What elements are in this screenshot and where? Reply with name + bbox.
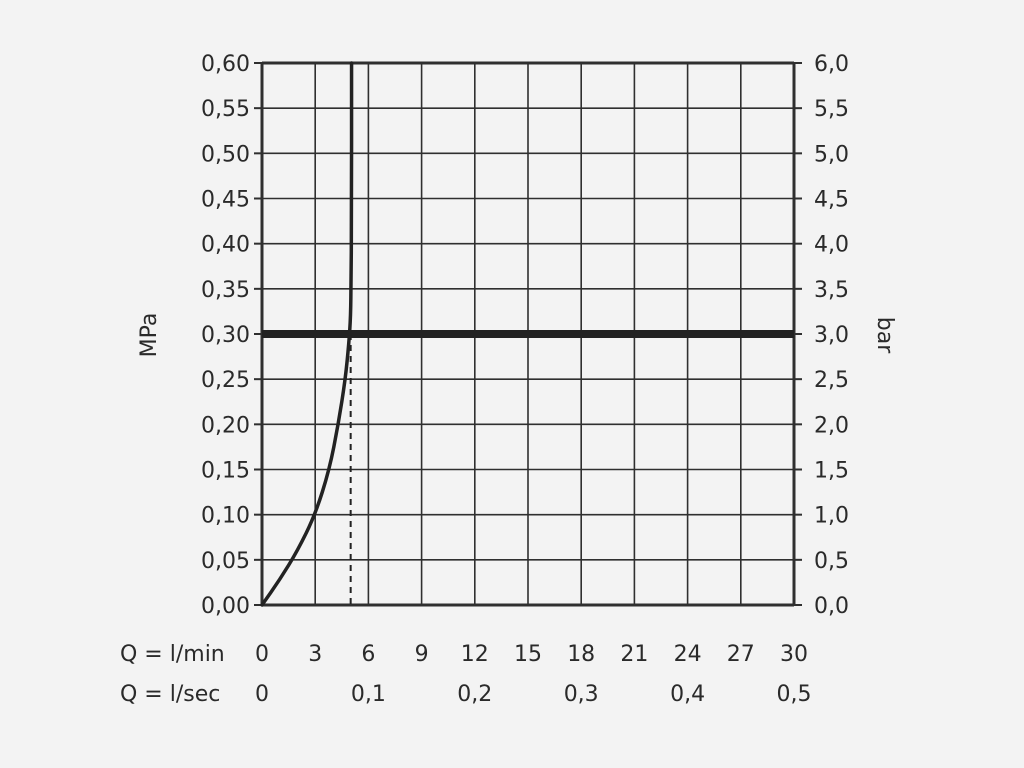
left-tick-label: 0,50 (201, 142, 250, 167)
left-tick-label: 0,15 (201, 459, 250, 484)
x-tick-label-lmin: 6 (361, 642, 375, 667)
x-tick-label-lmin: 9 (415, 642, 429, 667)
left-tick-label: 0,60 (201, 52, 250, 77)
x-tick-label-lsec: 0 (255, 682, 269, 707)
right-tick-label: 5,5 (814, 97, 849, 122)
chart-labels: MPa bar Q = l/min Q = l/sec 0,000,050,10… (120, 52, 897, 707)
chart-series (260, 61, 354, 607)
x-axis-lmin-title: Q = l/min (120, 642, 225, 667)
right-tick-label: 3,0 (814, 323, 849, 348)
left-tick-label: 0,40 (201, 233, 250, 258)
right-tick-label: 4,0 (814, 233, 849, 258)
right-tick-label: 2,5 (814, 368, 849, 393)
x-tick-label-lsec: 0,4 (670, 682, 705, 707)
x-tick-label-lsec: 0,1 (351, 682, 386, 707)
x-tick-label-lmin: 18 (567, 642, 595, 667)
left-tick-label: 0,35 (201, 278, 250, 303)
right-tick-label: 1,0 (814, 504, 849, 529)
left-tick-label: 0,45 (201, 188, 250, 213)
left-tick-label: 0,25 (201, 368, 250, 393)
x-tick-label-lmin: 21 (620, 642, 648, 667)
x-tick-label-lmin: 15 (514, 642, 542, 667)
x-tick-label-lmin: 3 (308, 642, 322, 667)
right-tick-label: 0,5 (814, 549, 849, 574)
right-tick-label: 0,0 (814, 594, 849, 619)
right-tick-label: 4,5 (814, 188, 849, 213)
right-axis-title: bar (872, 317, 897, 354)
x-tick-label-lsec: 0,3 (564, 682, 599, 707)
left-tick-label: 0,55 (201, 97, 250, 122)
x-tick-label-lmin: 12 (461, 642, 489, 667)
left-tick-label: 0,10 (201, 504, 250, 529)
left-tick-label: 0,20 (201, 413, 250, 438)
right-tick-label: 2,0 (814, 413, 849, 438)
x-axis-lsec-title: Q = l/sec (120, 682, 220, 707)
left-tick-label: 0,05 (201, 549, 250, 574)
x-tick-label-lmin: 30 (780, 642, 808, 667)
right-tick-label: 1,5 (814, 459, 849, 484)
left-tick-label: 0,30 (201, 323, 250, 348)
x-tick-label-lmin: 24 (674, 642, 702, 667)
left-axis-title: MPa (137, 313, 162, 358)
left-tick-label: 0,00 (201, 594, 250, 619)
right-tick-label: 3,5 (814, 278, 849, 303)
x-tick-label-lsec: 0,5 (777, 682, 812, 707)
series-line-flow-curve (260, 61, 354, 607)
x-tick-label-lmin: 0 (255, 642, 269, 667)
right-tick-label: 6,0 (814, 52, 849, 77)
x-tick-label-lsec: 0,2 (457, 682, 492, 707)
x-tick-label-lmin: 27 (727, 642, 755, 667)
right-tick-label: 5,0 (814, 142, 849, 167)
